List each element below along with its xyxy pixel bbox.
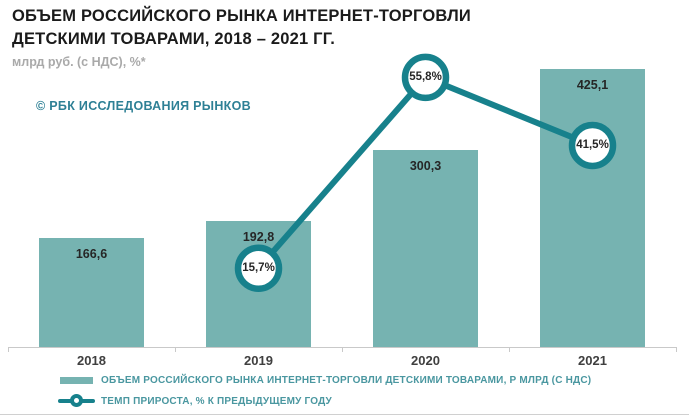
- x-axis-label-2018: 2018: [77, 353, 106, 368]
- bar-swatch-icon: [60, 376, 93, 384]
- bar-2020: [373, 150, 478, 347]
- growth-value-label-2020: 55,8%: [409, 71, 442, 84]
- bar-value-label-2018: 166,6: [75, 246, 108, 261]
- line-series-marker-icon: [58, 394, 95, 408]
- x-axis-tick: [509, 347, 510, 352]
- x-axis-label-2020: 2020: [411, 353, 440, 368]
- x-axis-line: [8, 347, 676, 348]
- bar-2021: [540, 68, 645, 347]
- bar-value-label-2021: 425,1: [576, 77, 609, 92]
- x-axis-tick: [8, 347, 9, 352]
- bar-value-label-2020: 300,3: [409, 159, 442, 174]
- chart-subtitle: млрд руб. (с НДС), %*: [12, 55, 146, 69]
- x-axis-label-2021: 2021: [578, 353, 607, 368]
- growth-value-label-2019: 15,7%: [242, 262, 275, 275]
- x-axis-label-2019: 2019: [244, 353, 273, 368]
- x-axis-tick: [342, 347, 343, 352]
- chart-title: ОБЪЕМ РОССИЙСКОГО РЫНКА ИНТЕРНЕТ-ТОРГОВЛ…: [12, 7, 471, 48]
- legend-item-market-volume: ОБЪЕМ РОССИЙСКОГО РЫНКА ИНТЕРНЕТ-ТОРГОВЛ…: [58, 371, 591, 389]
- legend-item-growth-rate: ТЕМП ПРИРОСТА, % К ПРЕДЫДУЩЕМУ ГОДУ: [58, 392, 591, 410]
- bar-value-label-2019: 192,8: [242, 229, 275, 244]
- legend: ОБЪЕМ РОССИЙСКОГО РЫНКА ИНТЕРНЕТ-ТОРГОВЛ…: [58, 371, 591, 410]
- bar-2018: [39, 237, 144, 347]
- watermark-rbc: © РБК ИССЛЕДОВАНИЯ РЫНКОВ: [36, 99, 251, 113]
- growth-value-label-2021: 41,5%: [576, 139, 609, 152]
- x-axis-tick: [676, 347, 677, 352]
- legend-label-growth-rate: ТЕМП ПРИРОСТА, % К ПРЕДЫДУЩЕМУ ГОДУ: [101, 395, 332, 407]
- x-axis-tick: [175, 347, 176, 352]
- bar-series-marker: [58, 373, 95, 387]
- legend-label-market-volume: ОБЪЕМ РОССИЙСКОГО РЫНКА ИНТЕРНЕТ-ТОРГОВЛ…: [101, 374, 592, 386]
